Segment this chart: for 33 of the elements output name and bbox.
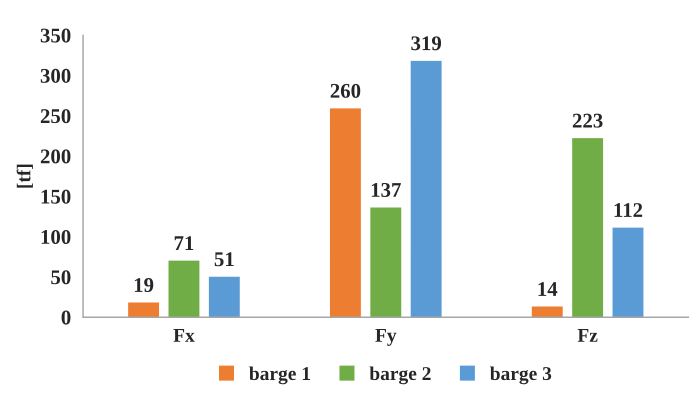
x-tick-label: Fz [578, 329, 598, 342]
y-tick-label: 50 [51, 270, 70, 284]
legend-label: barge 1 [249, 366, 310, 384]
data-label: 71 [174, 236, 194, 250]
x-tick-label: Fy [375, 328, 396, 346]
bar [328, 106, 362, 318]
bar [368, 206, 403, 318]
bar [207, 275, 242, 318]
y-tick-label: 300 [40, 68, 70, 83]
y-tick-label: 350 [40, 28, 70, 43]
y-axis-title: [tf] [16, 164, 33, 188]
y-tick-label: 150 [42, 190, 70, 204]
y-tick-label: 200 [40, 149, 70, 164]
data-label: 137 [372, 182, 401, 197]
bar [611, 226, 645, 318]
data-label: 19 [134, 278, 154, 292]
data-label: 319 [411, 36, 442, 50]
y-tick-label: 100 [42, 230, 70, 244]
data-label: 260 [330, 84, 360, 98]
x-tick-label: Fx [173, 329, 195, 342]
bar [530, 305, 564, 318]
data-label: 51 [214, 252, 234, 266]
legend-label: barge 3 [490, 366, 552, 384]
bar [167, 259, 201, 318]
data-label: 14 [538, 282, 558, 296]
bar [409, 59, 443, 318]
y-tick-label: 250 [40, 109, 70, 124]
legend-label: barge 2 [370, 366, 431, 384]
data-label: 223 [572, 114, 603, 128]
y-tick-label: 0 [62, 310, 70, 325]
bar [126, 301, 160, 318]
bar [570, 136, 604, 318]
data-label: 112 [614, 203, 642, 217]
